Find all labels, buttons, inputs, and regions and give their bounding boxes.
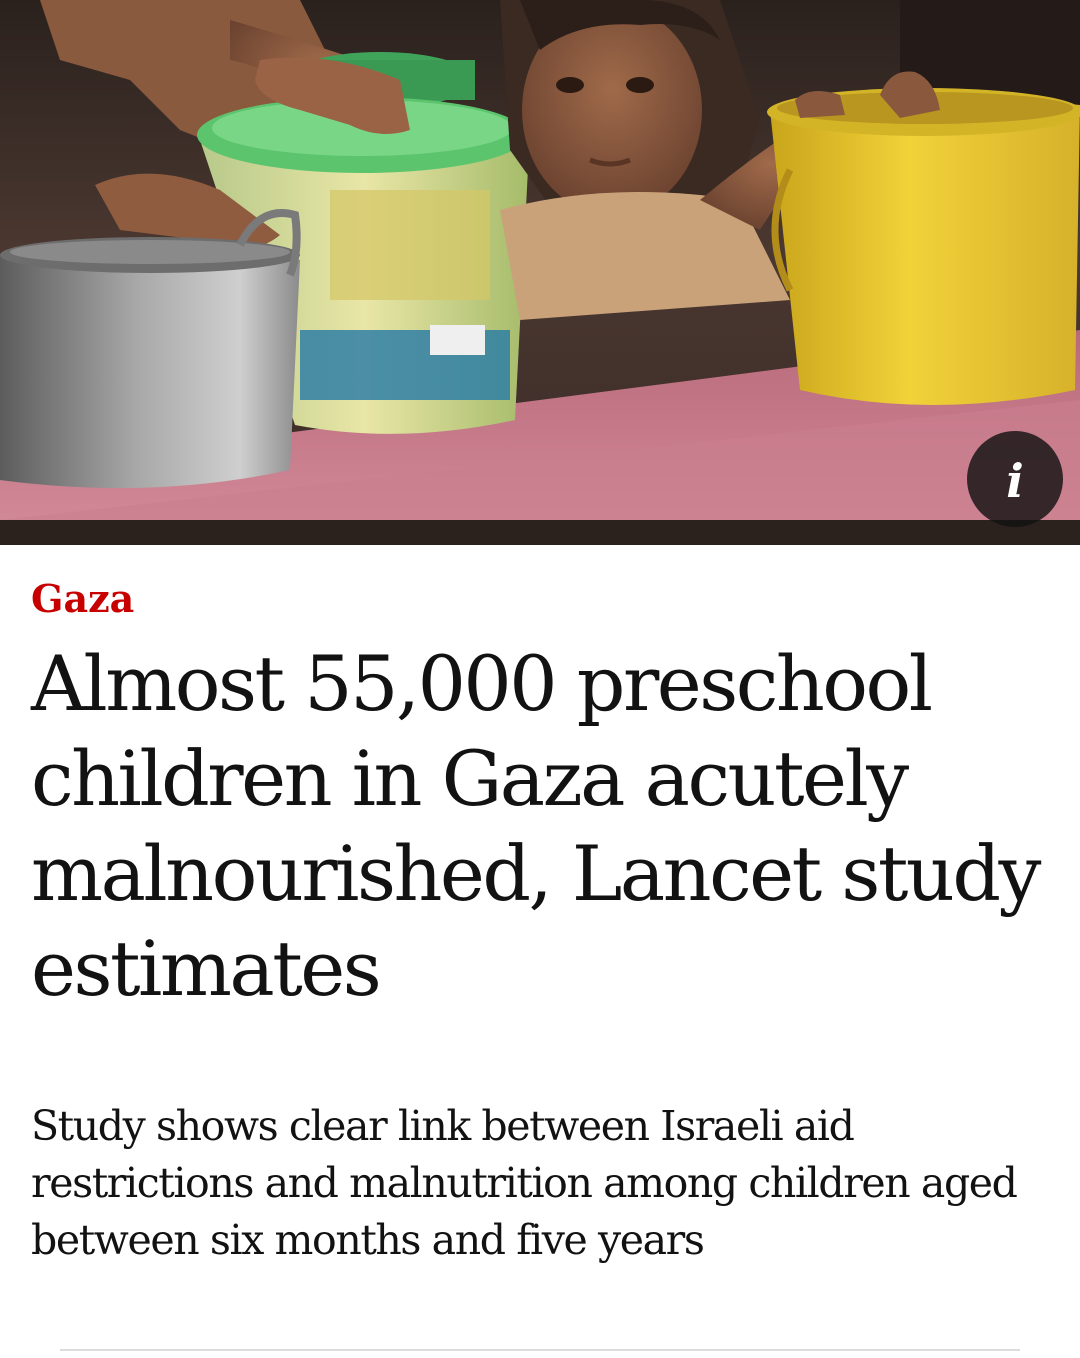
- section-kicker[interactable]: Gaza: [31, 576, 135, 621]
- info-icon: i: [1006, 454, 1024, 508]
- hero-image[interactable]: i: [0, 0, 1080, 545]
- standfirst: Study shows clear link between Israeli a…: [31, 1102, 1018, 1264]
- divider: [60, 1349, 1020, 1351]
- headline: Almost 55,000 preschool children in Gaza…: [31, 639, 1041, 1013]
- info-button[interactable]: i: [967, 431, 1063, 527]
